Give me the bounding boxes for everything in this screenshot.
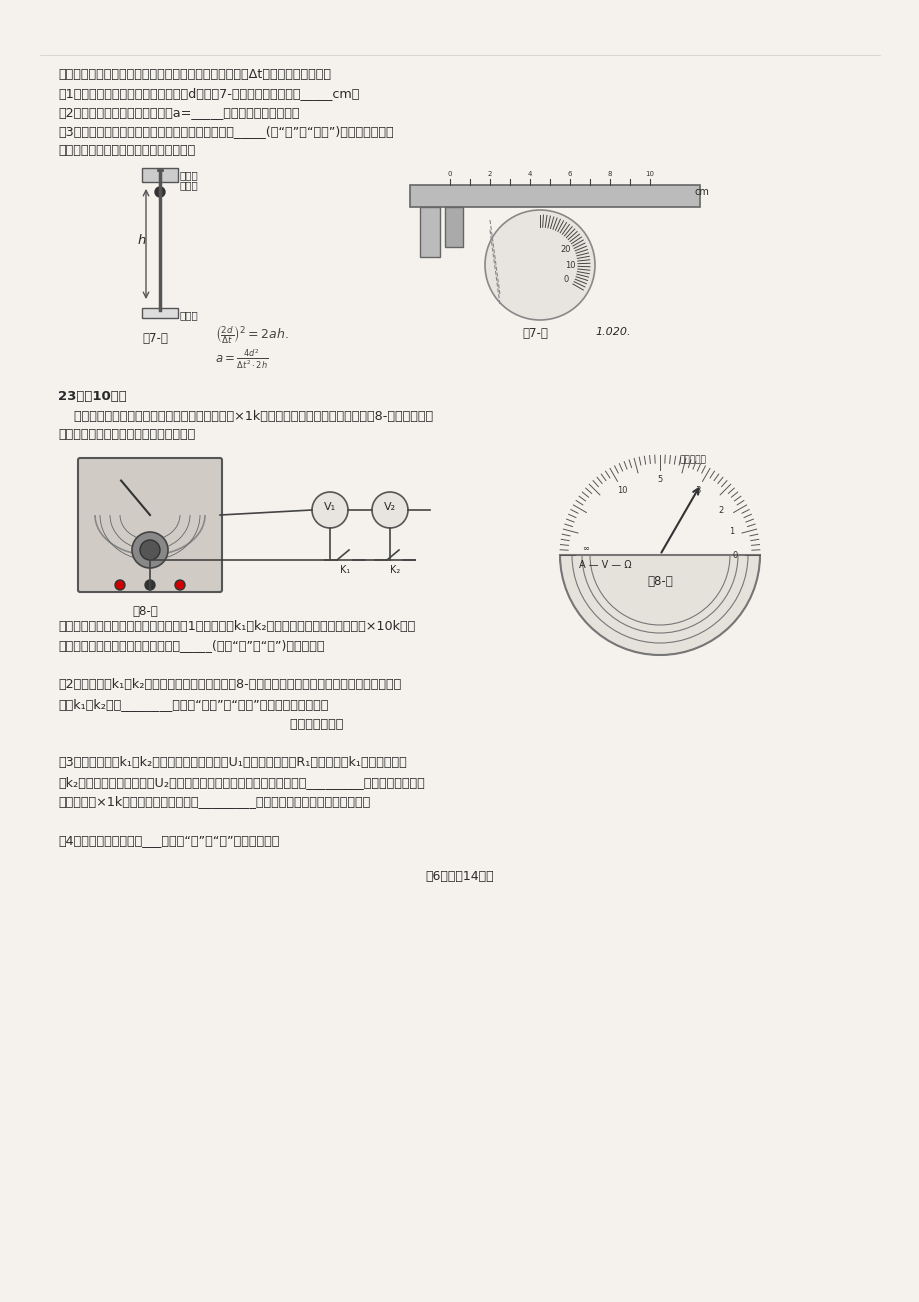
- Circle shape: [312, 492, 347, 529]
- Text: 0: 0: [562, 276, 568, 285]
- Text: （3）根据上述实验操作及所测量的物理量，此实验_____(填“能”或“不能”)用来探究外力对: （3）根据上述实验操作及所测量的物理量，此实验_____(填“能”或“不能”)用…: [58, 125, 393, 138]
- Text: （2）闭合开关k₁、k₂，发现多用电表的示数如图8-乙所示，为了提高测量的精确度，我们应断开: （2）闭合开关k₁、k₂，发现多用电表的示数如图8-乙所示，为了提高测量的精确度…: [58, 678, 401, 691]
- Text: 8: 8: [607, 171, 611, 177]
- Text: 6: 6: [567, 171, 572, 177]
- Text: 图7-甲: 图7-甲: [142, 332, 168, 345]
- Text: （3）再闭合开关k₁和k₂，记录此时电压表示数U₁，多用电表示数R₁；保持开关k₁闭合，断开开: （3）再闭合开关k₁和k₂，记录此时电压表示数U₁，多用电表示数R₁；保持开关k…: [58, 756, 406, 769]
- Text: 20: 20: [560, 246, 571, 254]
- FancyBboxPatch shape: [410, 185, 699, 207]
- Text: （1）用游标卡尺测量金属球的直径为d，如图7-乙所示，则读示数为_____cm；: （1）用游标卡尺测量金属球的直径为d，如图7-乙所示，则读示数为_____cm；: [58, 87, 359, 100]
- Text: 第6页（共14页）: 第6页（共14页）: [425, 870, 494, 883]
- Text: ∞: ∞: [581, 544, 588, 553]
- Text: 关k₂，记录此时电压表示数U₂；测得多用电表内电源的电动势可表达为_________，此时多用电表相: 关k₂，记录此时电压表示数U₂；测得多用电表内电源的电动势可表达为_______…: [58, 776, 425, 789]
- Text: 欧姆挡读数: 欧姆挡读数: [679, 454, 706, 464]
- Circle shape: [484, 210, 595, 320]
- Text: 10: 10: [564, 260, 574, 270]
- Text: 金属球所做的功与它的动能变化的关系。: 金属球所做的功与它的动能变化的关系。: [58, 145, 195, 158]
- Text: A — V — Ω: A — V — Ω: [578, 560, 630, 570]
- Text: h: h: [138, 234, 146, 247]
- Text: 图7-乙: 图7-乙: [521, 327, 548, 340]
- Text: 23．（10分）: 23．（10分）: [58, 391, 127, 404]
- Text: 2: 2: [487, 171, 492, 177]
- Text: 图8-乙: 图8-乙: [646, 575, 672, 589]
- FancyBboxPatch shape: [142, 168, 177, 182]
- Text: 金属球: 金属球: [180, 180, 199, 190]
- Text: 图8-甲: 图8-甲: [132, 605, 158, 618]
- Text: 3: 3: [694, 486, 699, 495]
- Circle shape: [154, 187, 165, 197]
- Circle shape: [175, 579, 185, 590]
- Text: 5: 5: [657, 475, 662, 484]
- Text: （具体操作）；: （具体操作）；: [58, 717, 343, 730]
- Text: 应的欧姆挡×1k挡的中值电阻可表达为_________；（用上述已测量的物理量表示）: 应的欧姆挡×1k挡的中值电阻可表达为_________；（用上述已测量的物理量表…: [58, 796, 369, 809]
- Text: K₂: K₂: [390, 565, 400, 575]
- FancyBboxPatch shape: [420, 207, 439, 256]
- Text: 光电门: 光电门: [180, 310, 199, 320]
- FancyBboxPatch shape: [445, 207, 462, 247]
- Text: cm: cm: [694, 187, 709, 197]
- FancyBboxPatch shape: [142, 309, 177, 318]
- Text: K₁: K₁: [340, 565, 350, 575]
- Text: 电磁铁: 电磁铁: [180, 171, 199, 180]
- Text: 1.020.: 1.020.: [595, 327, 630, 337]
- Text: 1: 1: [728, 527, 733, 536]
- Text: $a = \frac{4d^2}{\Delta t^2 \cdot 2h}$: $a = \frac{4d^2}{\Delta t^2 \cdot 2h}$: [215, 348, 268, 371]
- Circle shape: [140, 540, 160, 560]
- Text: 开关k₁、k₂，换________（选填“较大”或“较小”）倍率的挡位，然后: 开关k₁、k₂，换________（选填“较大”或“较小”）倍率的挡位，然后: [58, 698, 328, 711]
- Text: 10: 10: [617, 486, 627, 495]
- Text: 磁铁的电源，测量金属球下落过程中经过光电门的时间为Δt，请回答下列问题：: 磁铁的电源，测量金属球下落过程中经过光电门的时间为Δt，请回答下列问题：: [58, 68, 331, 81]
- Text: $\left(\frac{2d}{\Delta t}\right)^2 = 2ah.$: $\left(\frac{2d}{\Delta t}\right)^2 = 2a…: [215, 326, 289, 346]
- FancyBboxPatch shape: [78, 458, 221, 592]
- Wedge shape: [560, 555, 759, 655]
- Text: V₂: V₂: [383, 503, 396, 512]
- Text: V₁: V₁: [323, 503, 335, 512]
- Text: （2）金属球的加速度的关系式为a=_____；（用以上字母表示）: （2）金属球的加速度的关系式为a=_____；（用以上字母表示）: [58, 105, 300, 118]
- Text: 0: 0: [732, 551, 737, 560]
- Text: 2: 2: [717, 506, 722, 516]
- Text: 某同学想测量多用电表内电源的电动势和欧姆挡×1k挡的中值电阻，该同学设计了如图8-甲所示的实验: 某同学想测量多用电表内电源的电动势和欧姆挡×1k挡的中值电阻，该同学设计了如图8…: [58, 410, 433, 423]
- Text: 将电压表Ⓠ的正接线柱与多用电表的_____(选填“红”或“黑”)表笔相连；: 将电压表Ⓠ的正接线柱与多用电表的_____(选填“红”或“黑”)表笔相连；: [58, 639, 324, 652]
- Circle shape: [115, 579, 125, 590]
- Circle shape: [131, 533, 168, 568]
- Text: 10: 10: [645, 171, 653, 177]
- Text: 0: 0: [448, 171, 452, 177]
- Text: 请你与她按以下步骤共同完成实验：（1）断开开关k₁、k₂，将多用电表挡位调到欧姆挡×10k挡，: 请你与她按以下步骤共同完成实验：（1）断开开关k₁、k₂，将多用电表挡位调到欧姆…: [58, 620, 414, 633]
- Text: 4: 4: [528, 171, 531, 177]
- Text: 电路图，ⓅⓆ是完全相同的两块电压表。: 电路图，ⓅⓆ是完全相同的两块电压表。: [58, 428, 195, 441]
- Circle shape: [145, 579, 154, 590]
- Circle shape: [371, 492, 407, 529]
- Text: （4）该实验测量的结果___（选填“有”或“无”）系统误差。: （4）该实验测量的结果___（选填“有”或“无”）系统误差。: [58, 835, 279, 848]
